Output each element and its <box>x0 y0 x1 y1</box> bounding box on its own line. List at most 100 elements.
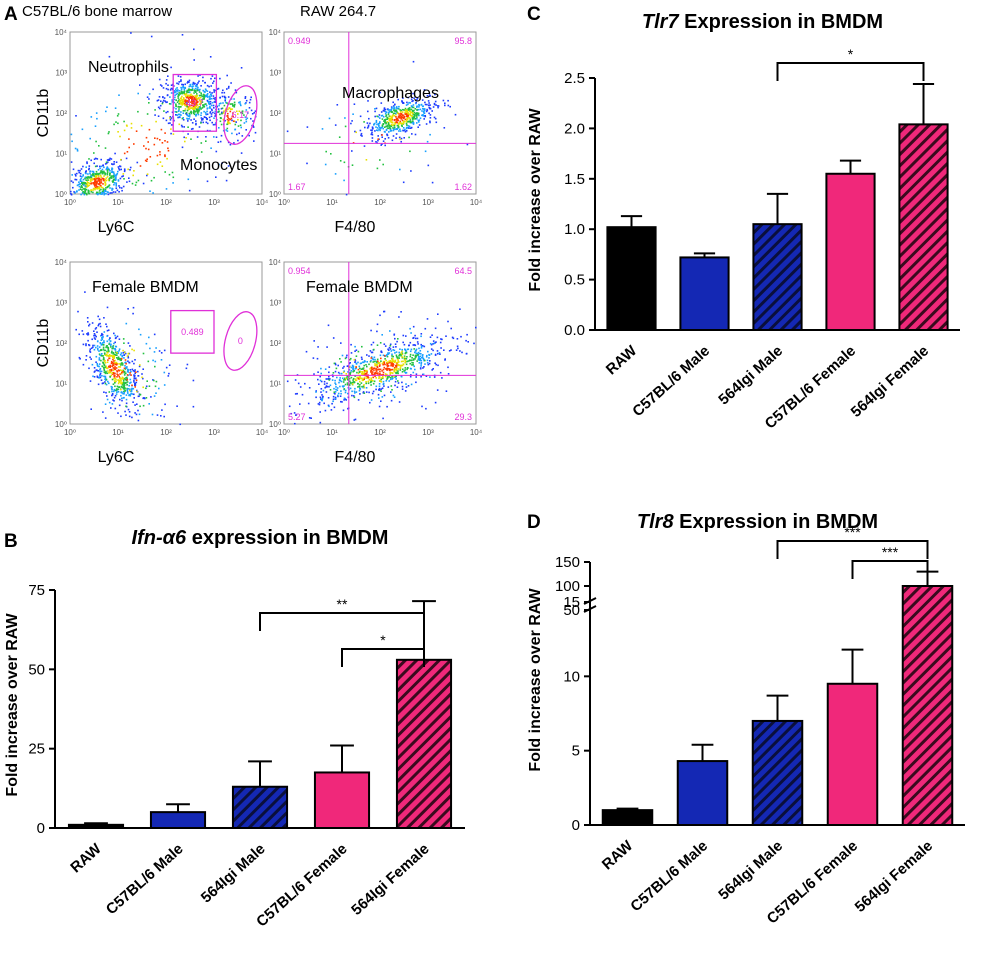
flow-event <box>122 382 124 384</box>
flow-event <box>324 409 327 412</box>
flow-event <box>376 129 378 131</box>
flow-event <box>428 102 430 104</box>
flow-event <box>425 375 428 377</box>
flow-event <box>227 121 229 123</box>
flow-event <box>180 80 182 83</box>
flow-event <box>80 193 82 196</box>
flow-event <box>95 346 97 349</box>
flow-event <box>124 389 126 391</box>
flow-event <box>375 364 378 366</box>
flow-event <box>346 383 349 386</box>
flow-event <box>125 367 128 369</box>
flow-event <box>226 127 229 130</box>
flow-event <box>432 106 435 108</box>
flow-event <box>367 375 369 377</box>
flow-event <box>328 371 330 374</box>
flow-event <box>355 349 358 351</box>
flow-event <box>135 181 138 184</box>
flow-event <box>386 367 389 370</box>
flow-event <box>156 414 159 416</box>
flow-event <box>82 343 85 346</box>
flow-event <box>209 100 212 103</box>
flow-event <box>177 106 179 108</box>
flow-event <box>167 110 169 113</box>
flow-event <box>429 336 432 338</box>
flow-event <box>202 118 204 120</box>
bar <box>825 172 876 331</box>
flow-event <box>420 365 422 367</box>
flow-event <box>407 109 410 111</box>
flow-event <box>180 91 183 94</box>
flow-event <box>179 423 181 426</box>
flow-event <box>199 107 202 109</box>
flow-event <box>144 159 147 162</box>
flow-event <box>137 179 140 182</box>
flow-event <box>169 122 171 124</box>
flow-event <box>245 120 248 123</box>
flow-event <box>361 385 363 388</box>
flow-event <box>118 169 121 171</box>
flow-event <box>119 135 121 138</box>
flow-event <box>153 395 156 397</box>
flow-event <box>398 136 401 139</box>
flow-event <box>335 388 337 391</box>
flow-event <box>114 375 116 377</box>
flow-event <box>411 133 413 135</box>
flow-event <box>433 102 436 105</box>
flow-event <box>415 102 417 105</box>
flow-event <box>358 376 361 379</box>
flow-event <box>376 361 378 364</box>
flow-event <box>132 174 134 177</box>
flow-event <box>114 372 116 375</box>
flow-event <box>108 354 111 356</box>
flow-event <box>169 96 171 98</box>
flow-event <box>143 145 145 147</box>
flow-event <box>384 138 386 140</box>
flow-event <box>155 347 157 349</box>
flow-event <box>226 74 228 77</box>
flow-event <box>106 167 108 170</box>
flow-event <box>382 123 385 125</box>
flow-event <box>384 345 387 347</box>
flow-event <box>387 365 390 367</box>
flow-event <box>74 192 76 194</box>
flow-event <box>387 123 390 125</box>
flow-event <box>433 103 436 106</box>
flow-event <box>398 116 400 118</box>
flow-event <box>382 383 385 386</box>
flow-event <box>104 172 107 175</box>
flow-event <box>189 94 192 97</box>
y-axis-label: Fold increase over RAW <box>4 613 21 797</box>
flow-event <box>325 386 327 388</box>
flow-event <box>409 375 412 378</box>
flow-event <box>397 363 399 366</box>
flow-event <box>120 388 122 391</box>
flow-event <box>421 99 424 101</box>
flow-event <box>385 359 387 362</box>
flow-event <box>94 370 96 373</box>
flow-event <box>232 104 234 107</box>
flow-event <box>410 383 413 386</box>
flow-event <box>79 358 81 360</box>
flow-event <box>379 314 381 317</box>
flow-event <box>433 116 436 119</box>
flow-event <box>386 369 389 371</box>
flow-event <box>391 375 393 378</box>
flow-event <box>146 380 148 382</box>
flow-event <box>127 360 129 362</box>
x-axis-label: Ly6C <box>98 219 135 236</box>
flow-event <box>382 380 385 383</box>
flow-event <box>392 127 394 129</box>
flow-event <box>416 106 418 108</box>
flow-event <box>336 389 339 391</box>
flow-event <box>398 351 400 354</box>
flow-event <box>176 101 179 103</box>
flow-event <box>114 341 116 344</box>
flow-event <box>410 332 412 334</box>
flow-event <box>412 120 414 122</box>
flow-event <box>137 409 139 412</box>
flow-event <box>72 181 74 184</box>
flow-event <box>179 97 182 100</box>
flow-event <box>117 170 119 173</box>
